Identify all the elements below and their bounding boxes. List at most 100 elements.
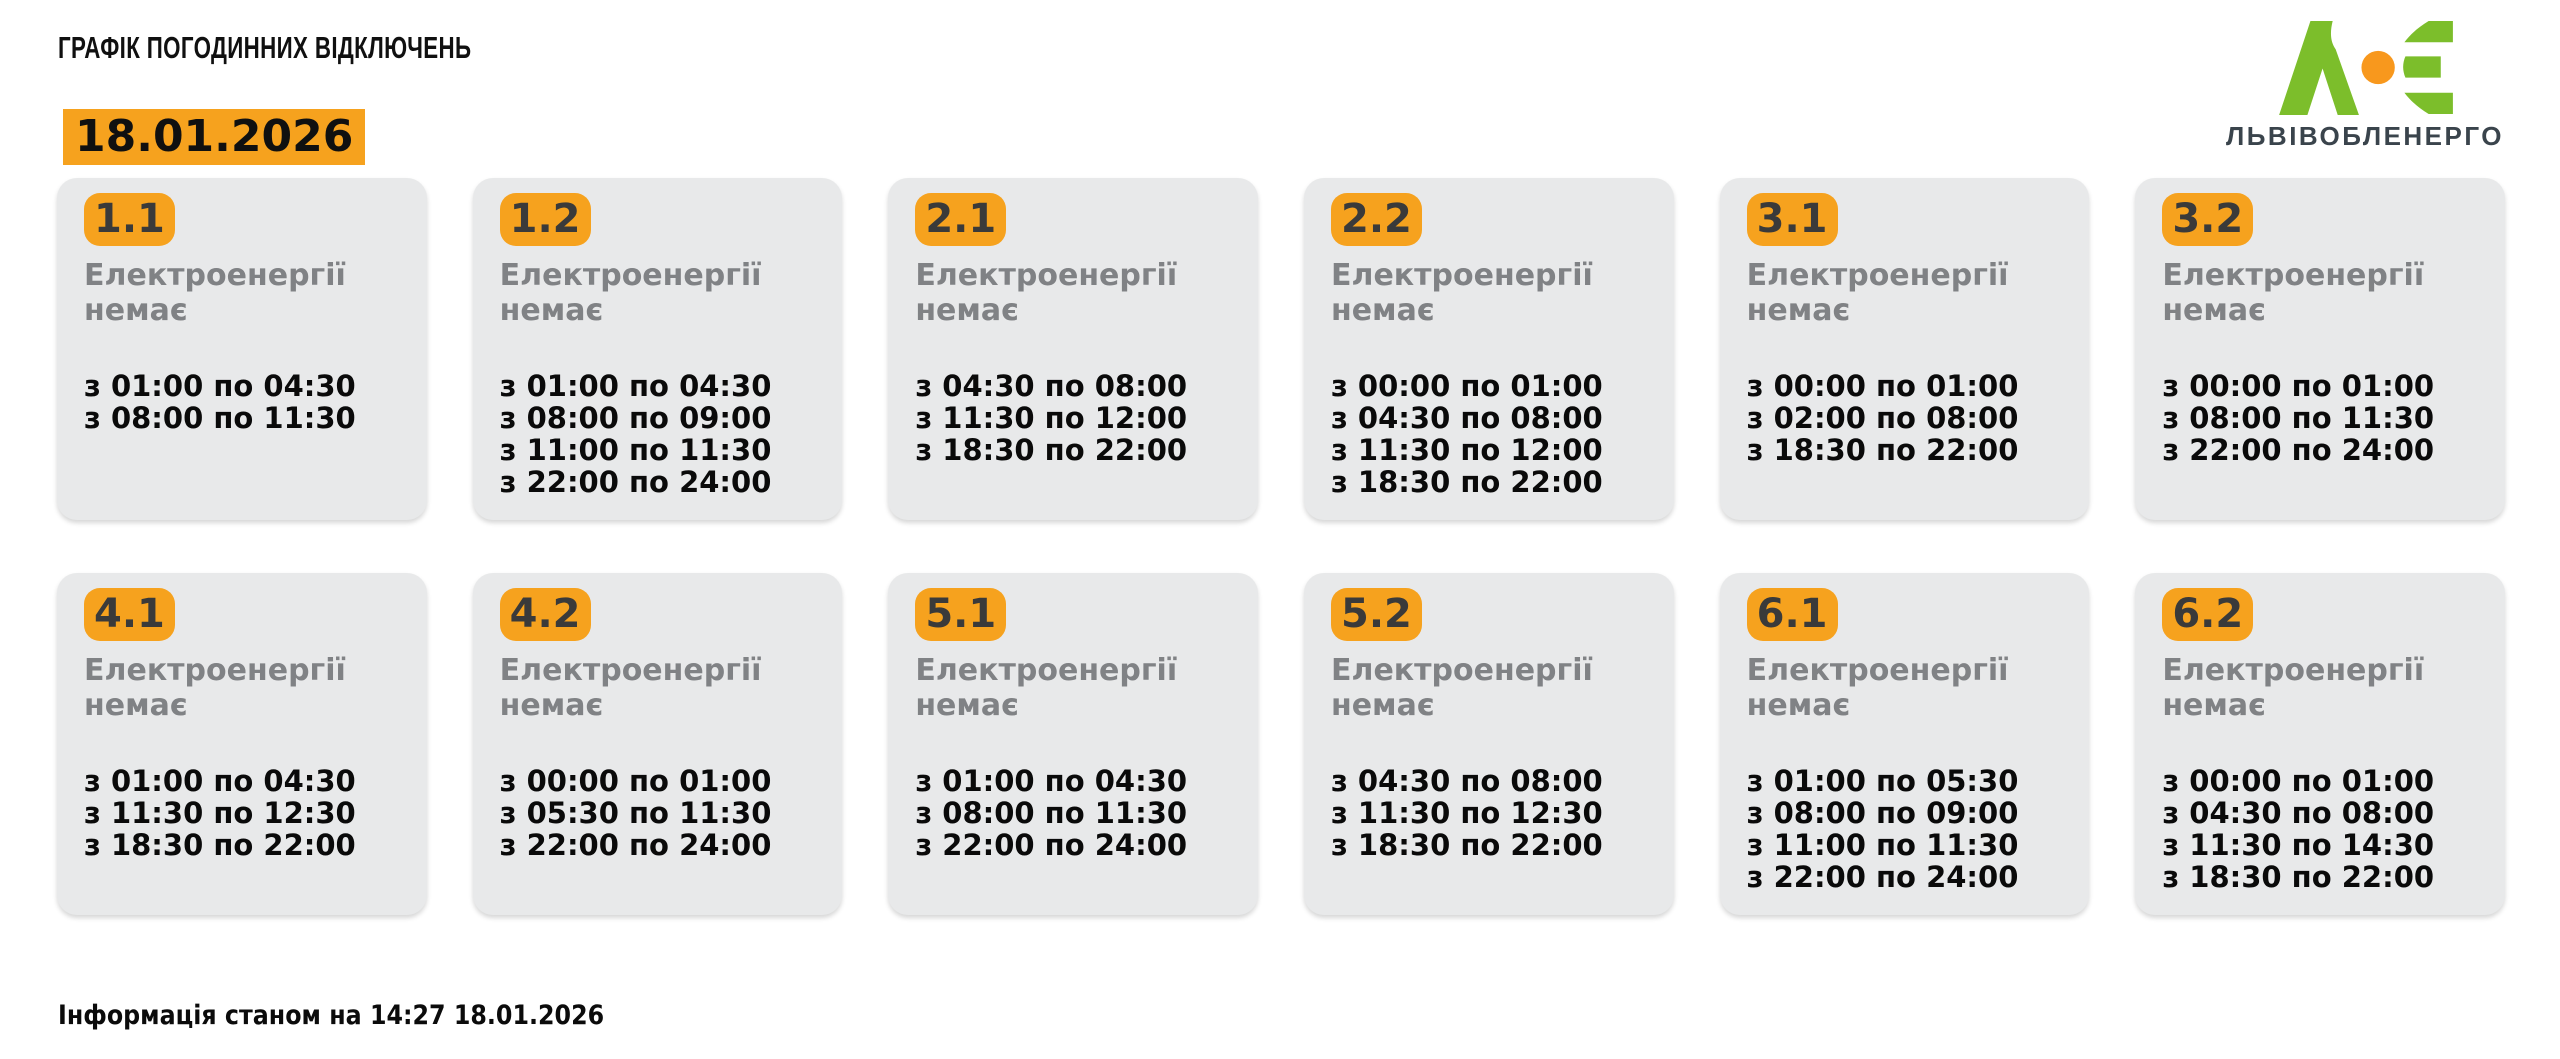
outage-interval: з 11:30 по 14:30 [2162,828,2435,862]
outage-interval: з 05:30 по 11:30 [499,796,772,830]
loe-logo-icon [2279,21,2453,115]
outage-status: Електроенергії немає [1746,258,2009,328]
outage-times: з 01:00 по 04:30 з 08:00 по 09:00 з 11:00 … [500,370,817,498]
outage-card: 2.2 Електроенергії немає з 00:00 по 01:0… [1303,178,1674,520]
outage-interval: з 11:00 по 11:30 [1746,828,2019,862]
page-title: ГРАФІК ПОГОДИННИХ ВІДКЛЮЧЕНЬ [58,30,472,65]
outage-card: 1.1 Електроенергії немає з 01:00 по 04:3… [57,178,427,520]
outage-status: Електроенергії немає [2162,653,2425,723]
outage-interval: з 00:00 по 01:00 [499,764,772,798]
outage-interval: з 08:00 по 11:30 [915,796,1188,830]
group-badge: 3.2 [2162,193,2254,246]
outage-status: Електроенергії немає [84,258,346,328]
outage-times: з 01:00 по 04:30 з 08:00 по 11:30 з 22:00 … [915,765,1232,861]
outage-interval: з 00:00 по 01:00 [1330,369,1603,403]
outage-interval: з 04:30 по 08:00 [2162,796,2435,830]
group-badge: 4.2 [499,588,591,641]
group-badge: 3.1 [1746,193,1838,246]
outage-interval: з 00:00 по 01:00 [1746,369,2019,403]
outage-card: 2.1 Електроенергії немає з 04:30 по 08:0… [888,178,1258,520]
company-name: ЛЬВІВОБЛЕНЕРГО [2226,121,2504,151]
outage-interval: з 22:00 по 24:00 [499,828,772,862]
group-badge: 2.2 [1330,193,1422,246]
outage-status: Електроенергії немає [499,258,762,328]
outage-status: Електроенергії немає [499,653,762,723]
group-badge: 6.2 [2162,588,2254,641]
outage-times: з 04:30 по 08:00 з 11:30 по 12:30 з 18:30 … [1331,765,1648,861]
outage-times: з 00:00 по 01:00 з 04:30 по 08:00 з 11:30 … [2162,765,2479,893]
group-badge: 5.2 [1330,588,1422,641]
footer-status: Інформація станом на 14:27 18.01.2026 [58,1000,605,1031]
outage-times: з 00:00 по 01:00 з 08:00 по 11:30 з 22:00 … [2162,370,2479,466]
outage-interval: з 11:30 по 12:30 [1330,796,1603,830]
logo-letter-e-mid [2403,56,2441,78]
outage-interval: з 01:00 по 04:30 [915,764,1188,798]
outage-interval: з 08:00 по 09:00 [1746,796,2019,830]
group-badge: 4.1 [84,588,175,641]
group-badge: 1.2 [499,193,591,246]
logo-letter-l [2279,21,2359,115]
outage-interval: з 18:30 по 22:00 [1330,828,1603,862]
outage-interval: з 01:00 по 04:30 [84,369,356,403]
outage-times: з 00:00 по 01:00 з 05:30 по 11:30 з 22:00 … [500,765,817,861]
outage-card: 6.2 Електроенергії немає з 00:00 по 01:0… [2135,573,2505,915]
group-badge: 5.1 [915,588,1007,641]
outage-card: 3.2 Електроенергії немає з 00:00 по 01:0… [2135,178,2505,520]
outage-card: 4.1 Електроенергії немає з 01:00 по 04:3… [57,573,427,915]
outage-interval: з 08:00 по 11:30 [84,401,356,435]
outage-card: 6.1 Електроенергії немає з 01:00 по 05:3… [1719,573,2090,915]
outage-interval: з 01:00 по 05:30 [1746,764,2019,798]
group-badge: 6.1 [1746,588,1838,641]
group-badge: 2.1 [915,193,1007,246]
outage-status: Електроенергії немає [1746,653,2009,723]
outage-interval: з 04:30 по 08:00 [1330,401,1603,435]
outage-status: Електроенергії немає [2162,258,2425,328]
outage-interval: з 22:00 по 24:00 [2162,433,2435,467]
outage-interval: з 11:30 по 12:30 [84,796,356,830]
outage-card: 3.1 Електроенергії немає з 00:00 по 01:0… [1719,178,2090,520]
outage-times: з 04:30 по 08:00 з 11:30 по 12:00 з 18:30 … [915,370,1232,466]
outage-interval: з 02:00 по 08:00 [1746,401,2019,435]
outage-status: Електроенергії немає [1330,653,1593,723]
outage-times: з 00:00 по 01:00 з 02:00 по 08:00 з 18:30 … [1747,370,2064,466]
outage-interval: з 11:00 по 11:30 [499,433,772,467]
outage-interval: з 18:30 по 22:00 [84,828,356,862]
outage-interval: з 01:00 по 04:30 [84,764,356,798]
outage-status: Електроенергії немає [1330,258,1593,328]
outage-card: 5.1 Електроенергії немає з 01:00 по 04:3… [888,573,1258,915]
outage-times: з 01:00 по 04:30 з 08:00 по 11:30 [84,370,401,434]
outage-interval: з 22:00 по 24:00 [499,465,772,499]
outage-card: 4.2 Електроенергії немає з 00:00 по 01:0… [472,573,843,915]
outage-card: 1.2 Електроенергії немає з 01:00 по 04:3… [472,178,843,520]
loe-logo: ЛЬВІВОБЛЕНЕРГО [2226,18,2504,152]
outage-times: з 01:00 по 04:30 з 11:30 по 12:30 з 18:30 … [84,765,401,861]
outage-interval: з 04:30 по 08:00 [915,369,1188,403]
outage-status: Електроенергії немає [84,653,346,723]
outage-interval: з 18:30 по 22:00 [1746,433,2019,467]
outage-card: 5.2 Електроенергії немає з 04:30 по 08:0… [1303,573,1674,915]
outage-interval: з 22:00 по 24:00 [915,828,1188,862]
outage-interval: з 08:00 по 11:30 [2162,401,2435,435]
outage-status: Електроенергії немає [915,653,1178,723]
logo-letter-e-top [2404,21,2453,43]
date-badge: 18.01.2026 [63,109,366,165]
group-badge: 1.1 [84,193,175,246]
outage-times: з 00:00 по 01:00 з 04:30 по 08:00 з 11:30 … [1331,370,1648,498]
outage-interval: з 04:30 по 08:00 [1330,764,1603,798]
outage-interval: з 11:30 по 12:00 [1330,433,1603,467]
outage-interval: з 08:00 по 09:00 [499,401,772,435]
outage-interval: з 18:30 по 22:00 [915,433,1188,467]
logo-letter-e-bottom [2404,92,2453,114]
outage-status: Електроенергії немає [915,258,1178,328]
outage-interval: з 00:00 по 01:00 [2162,369,2435,403]
outage-interval: з 18:30 по 22:00 [1330,465,1603,499]
outage-interval: з 18:30 по 22:00 [2162,860,2435,894]
outage-interval: з 00:00 по 01:00 [2162,764,2435,798]
schedule-grid: 1.1 Електроенергії немає з 01:00 по 04:3… [57,178,2505,915]
outage-interval: з 22:00 по 24:00 [1746,860,2019,894]
outage-interval: з 11:30 по 12:00 [915,401,1188,435]
outage-interval: з 01:00 по 04:30 [499,369,772,403]
logo-dot-icon [2361,50,2395,85]
outage-times: з 01:00 по 05:30 з 08:00 по 09:00 з 11:00 … [1747,765,2064,893]
